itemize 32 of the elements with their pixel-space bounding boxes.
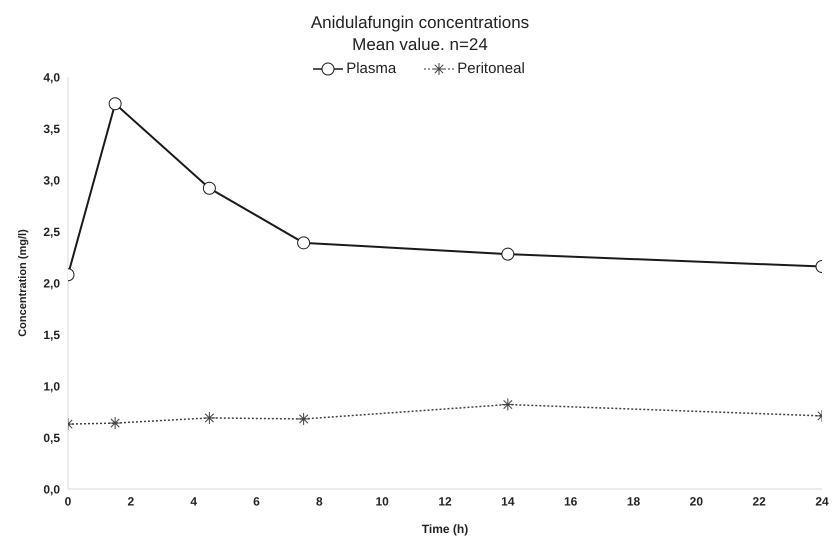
chart-title: Anidulafungin concentrations (310, 12, 530, 34)
x-tick-label: 0 (64, 494, 72, 509)
y-tick-label: 3,5 (43, 122, 60, 136)
point (202, 182, 216, 195)
y-tick-label: 1,0 (43, 379, 60, 394)
legend-label: Peritoneal (456, 60, 525, 77)
x-tick-label: 10 (375, 494, 390, 509)
x-axis-title: Time (h) (422, 522, 468, 536)
legend-label: Plasma (345, 60, 396, 77)
x-tick-label: 4 (190, 494, 198, 509)
x-tick-label: 18 (626, 494, 640, 509)
x-tick-label: 12 (438, 494, 452, 509)
x-tick-label: 8 (316, 494, 323, 509)
y-tick-label: 1,5 (43, 328, 60, 342)
y-tick-label: 4,0 (43, 70, 60, 84)
point (108, 97, 122, 110)
x-tick-label: 16 (564, 494, 578, 509)
y-tick-label: 0,5 (43, 430, 60, 445)
x-tick-label: 22 (752, 494, 766, 509)
y-tick-label: 2,0 (43, 276, 60, 290)
y-tick-label: 0,0 (43, 482, 60, 496)
x-tick-label: 20 (690, 494, 704, 509)
chart-subtitle: Mean value. n=24 (351, 34, 489, 56)
x-tick-label: 24 (815, 494, 829, 509)
point (297, 236, 310, 250)
y-tick-label: 2,5 (43, 224, 60, 239)
y-tick-label: 3,0 (43, 173, 60, 188)
x-tick-label: 14 (501, 494, 515, 509)
y-axis-title: Concentration (mg/l) (16, 228, 29, 337)
x-tick-label: 6 (253, 494, 260, 509)
x-tick-label: 2 (127, 494, 134, 509)
point (501, 248, 514, 261)
